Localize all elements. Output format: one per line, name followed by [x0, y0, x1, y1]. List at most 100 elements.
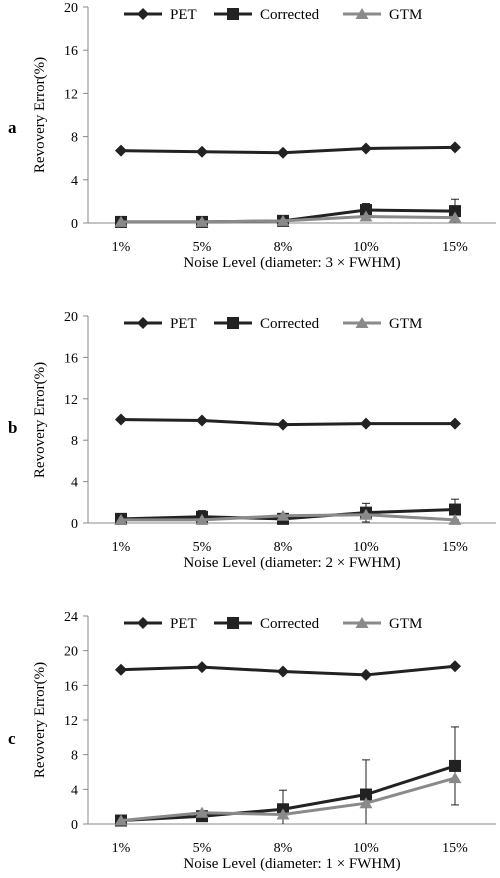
chart-panel-c: c 0 4 8 12 16 20 24 1% 5% 8% 10% 15% Noise Level (dia… [8, 610, 496, 872]
x-tick-label: 8% [274, 841, 293, 856]
y-axis-title: Revovery Error(%) [32, 57, 48, 173]
series-pet-point [115, 144, 127, 157]
x-axis-title: Noise Level (diameter: 3 × FWHM) [183, 255, 400, 271]
legend-label-pet: PET [170, 7, 197, 23]
series-pet-point [196, 145, 208, 158]
legend-marker-gtm [355, 317, 369, 328]
chart-panel-b: b 0 4 8 12 16 20 1% 5% 8% 10% 15% Noise Level (diame… [8, 310, 496, 571]
y-tick-label: 4 [71, 174, 78, 189]
y-tick-label: 12 [64, 87, 78, 102]
series-corrected-point [360, 204, 372, 217]
series-gtm-point [276, 509, 290, 521]
series-pet-point [196, 414, 208, 427]
legend-label-corrected: Corrected [260, 316, 320, 332]
series-gtm-point [276, 808, 290, 820]
legend-label-gtm: GTM [389, 7, 422, 23]
x-tick-label: 10% [353, 841, 379, 856]
x-tick-label: 1% [112, 240, 131, 255]
series-corrected-point [449, 503, 461, 516]
series-corrected-point [449, 205, 461, 218]
chart-panel-a: a 0 4 8 12 16 20 1% 5% 8% 10% 15% Noise Level (diame… [8, 1, 496, 271]
series-pet-point [115, 413, 127, 426]
x-axis-title: Noise Level (diameter: 1 × FWHM) [183, 856, 400, 872]
legend-marker-corrected [227, 317, 239, 329]
series-pet-point [360, 142, 372, 155]
legend-marker-pet [137, 8, 149, 20]
y-tick-label: 8 [71, 131, 78, 146]
x-tick-label: 5% [193, 240, 212, 255]
y-tick-label: 12 [64, 393, 78, 408]
y-tick-label: 20 [64, 645, 78, 660]
panel-label: b [8, 418, 17, 437]
y-axis-title: Revovery Error(%) [32, 662, 48, 778]
series-corrected-point [360, 788, 372, 801]
series-pet-point [277, 146, 289, 159]
legend-label-gtm: GTM [389, 616, 422, 632]
series-gtm-point [114, 215, 128, 227]
series-gtm-point [195, 806, 209, 818]
series-gtm-line [120, 776, 456, 823]
legend-label-pet: PET [170, 616, 197, 632]
panel-label: c [8, 729, 16, 748]
y-tick-label: 16 [64, 44, 78, 59]
y-tick-label: 16 [64, 679, 78, 694]
legend-marker-corrected [227, 617, 239, 629]
series-gtm-point [359, 210, 373, 222]
series-gtm-point [448, 513, 462, 525]
series-pet-point [277, 665, 289, 678]
series-pet-point [115, 663, 127, 676]
x-tick-label: 10% [353, 540, 379, 555]
legend-marker-gtm [355, 8, 369, 19]
series-gtm-point [359, 797, 373, 809]
series-pet-point [449, 141, 461, 154]
series-gtm-point [359, 508, 373, 520]
y-tick-label: 0 [71, 818, 78, 833]
series-pet-point [360, 417, 372, 430]
legend-marker-corrected [227, 8, 239, 20]
x-tick-label: 1% [112, 841, 131, 856]
series-gtm-point [114, 814, 128, 826]
y-tick-label: 16 [64, 351, 78, 366]
y-tick-label: 24 [64, 610, 78, 625]
y-tick-label: 20 [64, 310, 78, 325]
legend-marker-pet [137, 617, 149, 629]
y-axis-title: Revovery Error(%) [32, 362, 48, 478]
series-pet-point [449, 660, 461, 673]
x-axis-title: Noise Level (diameter: 2 × FWHM) [183, 555, 400, 571]
x-tick-label: 10% [353, 240, 379, 255]
legend-marker-gtm [355, 617, 369, 628]
legend-label-gtm: GTM [389, 316, 422, 332]
x-tick-label: 8% [274, 540, 293, 555]
y-tick-label: 8 [71, 749, 78, 764]
series-gtm-point [448, 772, 462, 784]
series-pet-point [277, 418, 289, 431]
series-gtm-point [195, 215, 209, 227]
x-tick-label: 15% [442, 540, 468, 555]
y-tick-label: 12 [64, 714, 78, 729]
x-tick-label: 5% [193, 841, 212, 856]
y-tick-label: 4 [71, 476, 78, 491]
y-tick-label: 20 [64, 1, 78, 16]
x-tick-label: 15% [442, 841, 468, 856]
series-gtm-point [448, 211, 462, 223]
series-gtm-point [114, 513, 128, 525]
y-tick-label: 0 [71, 217, 78, 232]
x-tick-label: 15% [442, 240, 468, 255]
x-tick-label: 1% [112, 540, 131, 555]
series-pet-point [196, 661, 208, 674]
legend-label-corrected: Corrected [260, 7, 320, 23]
series-gtm-point [276, 214, 290, 226]
series-pet-point [360, 668, 372, 681]
y-tick-label: 8 [71, 434, 78, 449]
panel-label: a [8, 118, 17, 137]
legend-label-corrected: Corrected [260, 616, 320, 632]
series-gtm-point [195, 513, 209, 525]
y-tick-label: 4 [71, 783, 78, 798]
legend-label-pet: PET [170, 316, 197, 332]
series-pet-point [449, 417, 461, 430]
x-tick-label: 5% [193, 540, 212, 555]
series-corrected-point [449, 759, 461, 772]
y-tick-label: 0 [71, 517, 78, 532]
x-tick-label: 8% [274, 240, 293, 255]
